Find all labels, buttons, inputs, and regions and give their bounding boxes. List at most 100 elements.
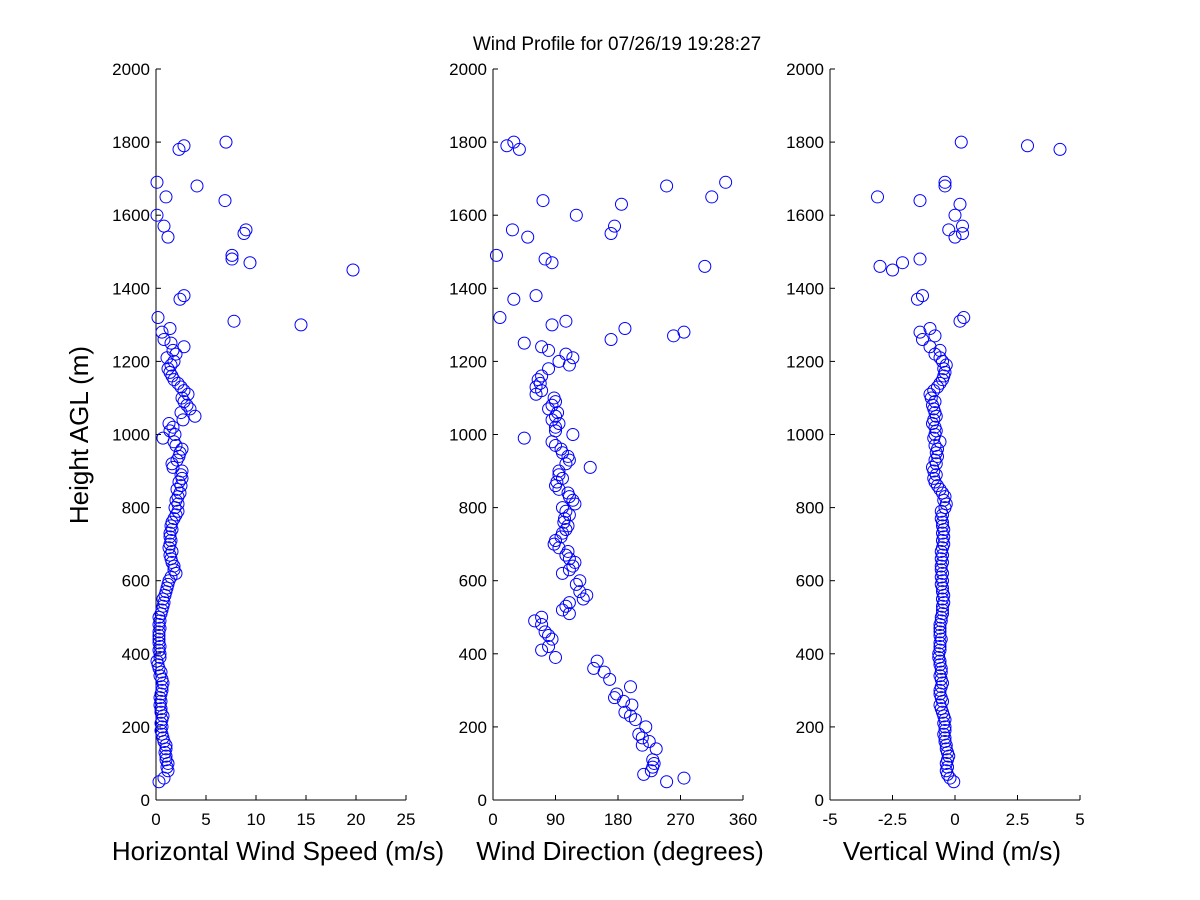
y-tick-label: 800 (459, 499, 487, 518)
x-tick-label: 180 (604, 810, 632, 829)
data-point (171, 376, 185, 390)
x-tick-label: 10 (247, 810, 266, 829)
data-point (552, 417, 566, 431)
data-point (937, 709, 951, 723)
data-point (936, 574, 949, 588)
data-point (535, 369, 549, 383)
data-point (677, 771, 691, 785)
data-point (166, 343, 180, 357)
data-point (928, 420, 942, 434)
data-point (604, 226, 618, 240)
data-point (175, 464, 189, 478)
data-point (933, 376, 947, 390)
data-point (542, 402, 556, 416)
data-point (161, 230, 175, 244)
data-point (931, 479, 944, 493)
data-point (936, 592, 949, 606)
data-point (531, 373, 545, 387)
data-point (155, 683, 169, 697)
data-point (934, 512, 948, 526)
y-tick-label: 2000 (449, 60, 487, 79)
data-point (573, 585, 587, 599)
data-point (948, 230, 962, 244)
x-tick-label: 5 (201, 810, 210, 829)
data-point (521, 230, 535, 244)
data-point (931, 442, 944, 456)
x-tick-label: 5 (1075, 810, 1084, 829)
data-point (939, 742, 953, 756)
data-point (542, 362, 556, 376)
data-point (649, 742, 663, 756)
data-point (587, 661, 601, 675)
x-tick-label: -5 (822, 810, 837, 829)
data-point (927, 413, 941, 427)
y-tick-label: 1000 (786, 426, 824, 445)
data-point (635, 731, 649, 745)
data-point (660, 775, 674, 789)
data-point (635, 738, 649, 752)
data-point (552, 541, 566, 555)
data-point (583, 460, 597, 474)
data-point (934, 672, 948, 686)
data-point (163, 322, 177, 336)
x-tick-label: 270 (666, 810, 694, 829)
data-point (933, 482, 947, 496)
x-tick-label: 360 (729, 810, 757, 829)
data-point (933, 698, 947, 712)
data-point (174, 380, 188, 394)
y-tick-label: 1600 (786, 206, 824, 225)
data-point (150, 654, 164, 668)
data-point (953, 314, 967, 328)
data-point (936, 519, 949, 533)
data-point (939, 358, 953, 372)
data-point (566, 559, 580, 573)
data-point (153, 650, 167, 664)
chart-title: Wind Profile for 07/26/19 19:28:27 (473, 34, 761, 55)
data-point (227, 314, 241, 328)
data-point (947, 775, 961, 789)
data-point (936, 526, 949, 540)
data-point (152, 632, 166, 646)
data-point (614, 197, 628, 211)
data-point (933, 621, 947, 635)
data-point (1053, 142, 1067, 156)
x-tick-label: 20 (347, 810, 366, 829)
data-point (166, 420, 180, 434)
data-point (569, 577, 583, 591)
data-point (562, 508, 576, 522)
data-point (555, 566, 569, 580)
data-point (162, 574, 176, 588)
data-point (948, 208, 962, 222)
panel-1: 0 200 400 600 800 1000 1200 1400 1600 1800 2000 0 5 1… (112, 60, 444, 866)
data-point (929, 468, 943, 482)
data-point (555, 471, 569, 485)
y-tick-label: 0 (141, 791, 150, 810)
data-point (937, 537, 951, 551)
data-point (542, 629, 556, 643)
data-point (561, 519, 575, 533)
y-tick-label: 200 (459, 718, 487, 737)
data-point (155, 325, 169, 339)
data-point (542, 639, 556, 653)
data-point (913, 325, 927, 339)
data-point (165, 369, 179, 383)
data-point (517, 336, 531, 350)
data-point (953, 197, 967, 211)
y-tick-label: 1200 (786, 352, 824, 371)
data-point (555, 603, 569, 617)
data-point (941, 753, 954, 767)
data-point (177, 395, 191, 409)
data-point (562, 596, 576, 610)
data-point (549, 420, 562, 434)
data-point (169, 493, 183, 507)
data-point (167, 354, 181, 368)
data-point (936, 508, 949, 522)
data-point (552, 354, 566, 368)
data-point (507, 292, 521, 306)
data-point (937, 530, 951, 544)
x-tick-label: 25 (397, 810, 416, 829)
data-point (934, 614, 948, 628)
data-point (173, 446, 187, 460)
data-point (167, 373, 181, 387)
data-point (177, 340, 191, 354)
